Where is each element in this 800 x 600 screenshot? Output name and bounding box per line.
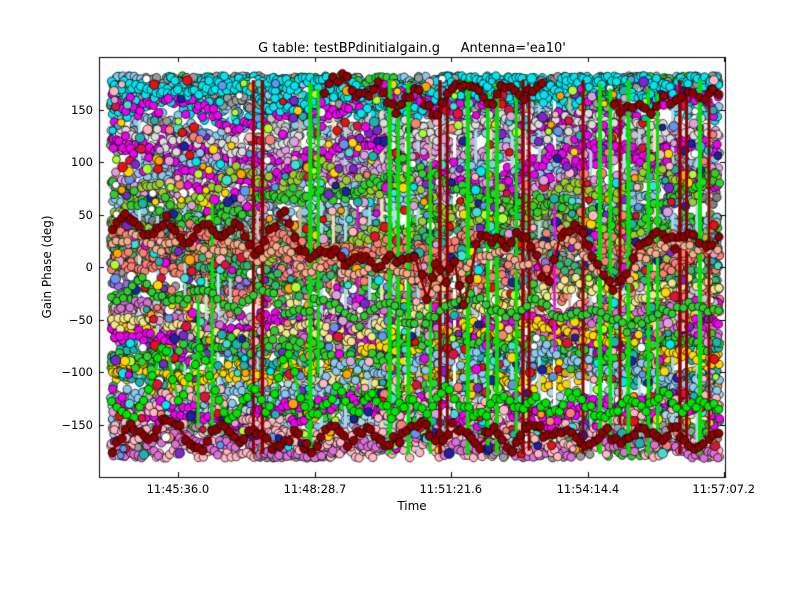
y-tick-label: 100 <box>71 155 93 169</box>
x-tick-label: 11:51:21.6 <box>419 482 483 496</box>
x-tick-label: 11:45:36.0 <box>146 482 210 496</box>
x-tick-label: 11:48:28.7 <box>283 482 347 496</box>
y-tick-label: 150 <box>71 102 93 117</box>
chart-title: G table: testBPdinitialgain.g Antenna='e… <box>258 41 566 56</box>
x-tick-label: 11:57:07.2 <box>692 482 756 496</box>
y-tick-label: 0 <box>85 260 93 274</box>
y-tick-label: −50 <box>68 312 93 327</box>
x-tick-label: 11:54:14.4 <box>556 482 620 496</box>
y-tick-label: −100 <box>61 365 93 379</box>
x-axis-label: Time <box>397 499 427 513</box>
y-tick-label: 50 <box>78 207 93 222</box>
y-tick-label: −150 <box>61 417 93 432</box>
